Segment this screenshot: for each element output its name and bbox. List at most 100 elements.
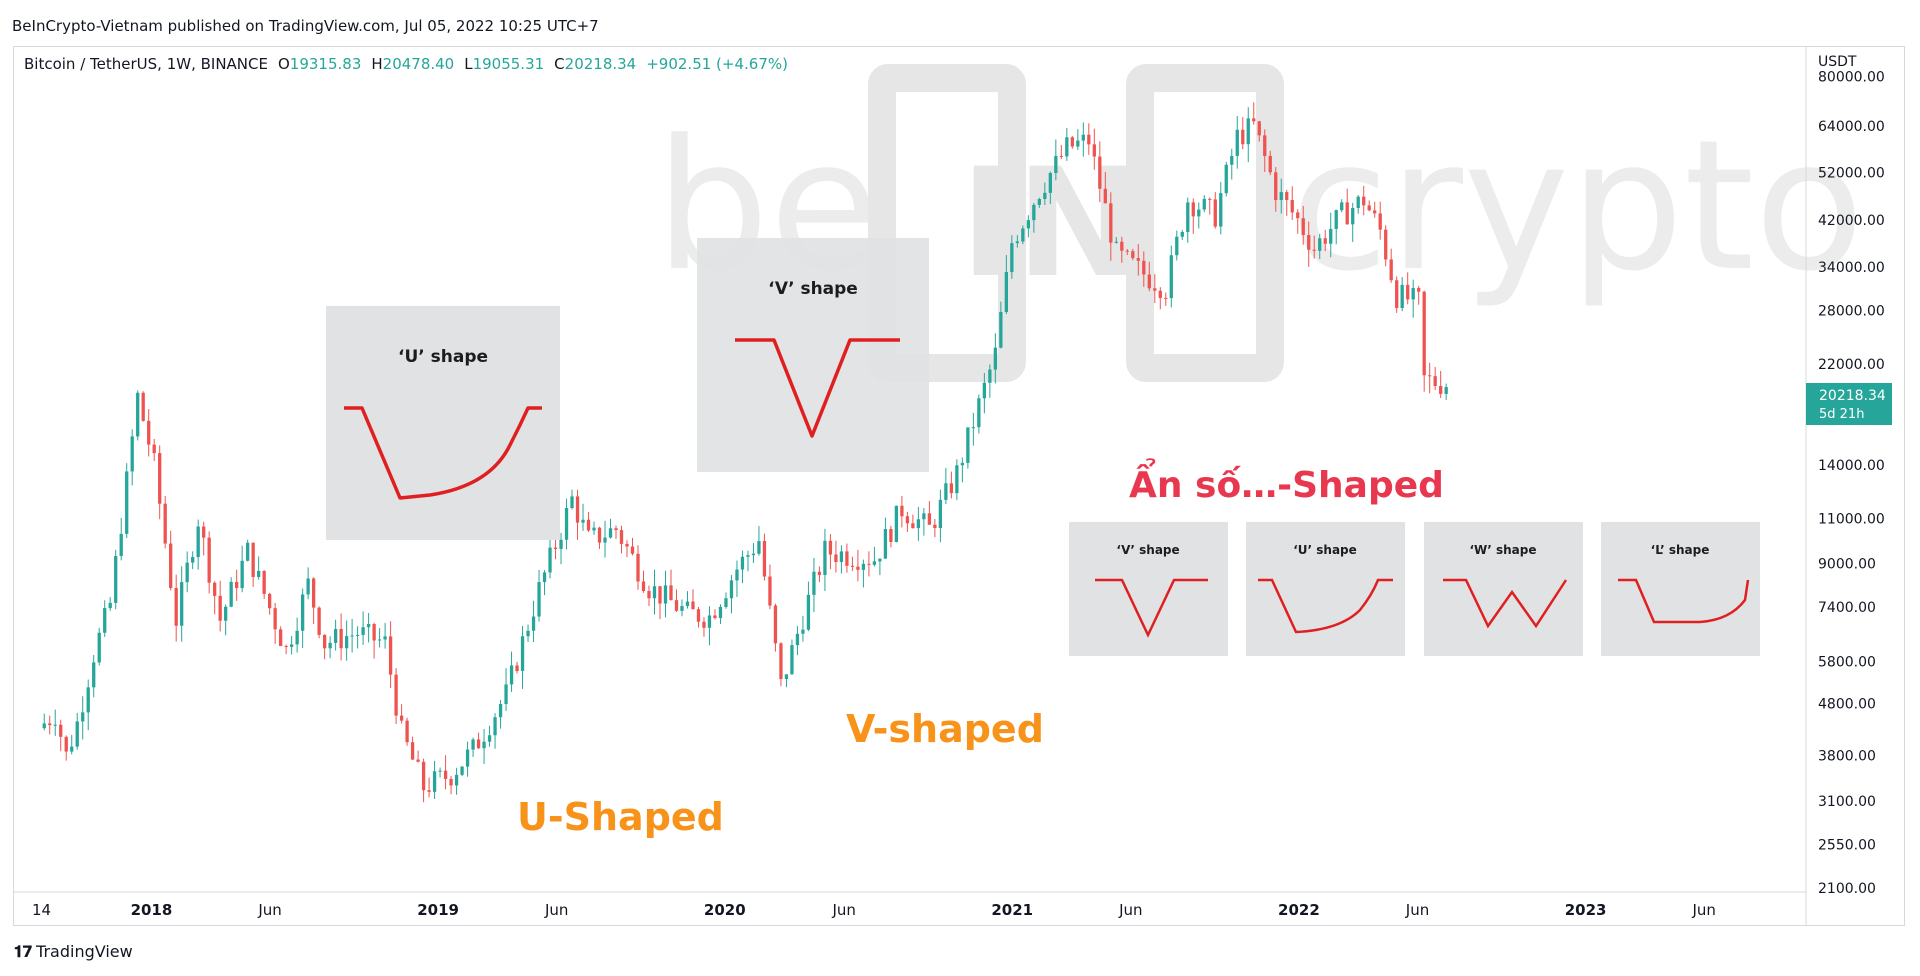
- candle-body: [339, 628, 343, 649]
- high-value: 20478.40: [382, 55, 455, 73]
- candle-body: [531, 616, 536, 631]
- inset-v-large: ‘V’ shape: [697, 238, 929, 472]
- candle-body: [889, 529, 893, 542]
- inset-u-large: ‘U’ shape: [326, 306, 560, 540]
- candle-body: [614, 528, 618, 531]
- candle-body: [48, 723, 52, 726]
- candle-body: [333, 628, 338, 643]
- candle-body: [438, 770, 442, 772]
- candle-body: [75, 721, 79, 747]
- candle-body: [152, 444, 156, 454]
- candle-body: [784, 674, 789, 680]
- x-tick-label: Jun: [544, 901, 568, 919]
- candle-body: [191, 557, 195, 563]
- candle-body: [1147, 274, 1151, 289]
- tradingview-logo[interactable]: 𝟏𝟳 TradingView: [14, 942, 133, 962]
- candle-body: [1389, 259, 1393, 281]
- candle-body: [608, 528, 613, 538]
- candle-body: [465, 749, 470, 767]
- candle-body: [1351, 207, 1355, 225]
- candle-body: [878, 558, 882, 562]
- candle-body: [982, 382, 987, 399]
- candle-body: [1235, 129, 1239, 156]
- candle-body: [81, 712, 85, 722]
- watermark-bracket-right: [1126, 64, 1284, 382]
- candle-body: [1241, 129, 1245, 145]
- candle-body: [839, 551, 844, 563]
- candle-body: [1307, 235, 1311, 250]
- candle-body: [1301, 218, 1305, 236]
- candle-body: [647, 591, 651, 599]
- x-tick-label: Jun: [1405, 901, 1429, 919]
- candle-body: [1197, 209, 1201, 217]
- candle-body: [504, 684, 508, 704]
- candle-body: [625, 543, 629, 547]
- candle-body: [1021, 228, 1025, 242]
- candle-body: [773, 605, 778, 644]
- candle-body: [1180, 231, 1184, 237]
- candle-body: [1125, 250, 1129, 252]
- candle-body: [960, 462, 965, 466]
- candle-body: [185, 562, 189, 583]
- inset-u-large-title: ‘U’ shape: [398, 347, 488, 367]
- candle-body: [757, 541, 761, 554]
- candle-body: [1010, 243, 1014, 273]
- y-tick-label: 42000.00: [1818, 213, 1885, 229]
- candle-body: [399, 715, 404, 721]
- tradingview-logo-icon: 𝟏𝟳: [14, 942, 33, 961]
- candle-body: [1439, 386, 1443, 394]
- candle-body: [1323, 238, 1327, 244]
- candle-body: [1026, 220, 1030, 229]
- candle-body: [1202, 198, 1206, 210]
- candle-body: [790, 645, 794, 675]
- x-tick-label: Jun: [1691, 901, 1715, 919]
- candle-body: [97, 632, 101, 663]
- candle-body: [1290, 200, 1294, 213]
- candle-body: [476, 739, 481, 749]
- y-tick-label: 11000.00: [1818, 512, 1885, 528]
- candle-body: [955, 465, 959, 494]
- candle-body: [377, 639, 382, 641]
- inset-small-v-title: ‘V’ shape: [1116, 543, 1179, 557]
- candle-body: [1230, 155, 1234, 165]
- candle-body: [823, 540, 827, 576]
- candle-body: [729, 580, 734, 599]
- high-label: H: [371, 55, 383, 73]
- low-label: L: [464, 55, 473, 73]
- inset-small-u: ‘U’ shape: [1246, 522, 1405, 656]
- inset-small-l: ‘L’ shape: [1601, 522, 1760, 656]
- candle-body: [762, 541, 767, 577]
- symbol-label: Bitcoin / TetherUS, 1W, BINANCE: [24, 55, 268, 73]
- candle-body: [702, 621, 706, 628]
- candle-body: [1032, 204, 1036, 221]
- candle-body: [1400, 284, 1404, 309]
- candle-body: [966, 427, 970, 463]
- watermark-in: IN: [960, 137, 1141, 311]
- candle-body: [1428, 375, 1432, 377]
- candle-body: [691, 601, 695, 610]
- candle-body: [685, 601, 690, 607]
- candle-body: [856, 566, 860, 570]
- y-tick-label: 64000.00: [1818, 119, 1885, 135]
- candle-body: [751, 553, 756, 556]
- change-value: +902.51 (+4.67%): [646, 55, 788, 73]
- candle-body: [1257, 121, 1261, 136]
- candle-body: [119, 533, 123, 557]
- candle-body: [1142, 260, 1146, 275]
- candle-body: [1219, 193, 1223, 227]
- candle-body: [350, 635, 354, 637]
- candle-body: [366, 624, 371, 628]
- x-tick-label: Jun: [257, 901, 281, 919]
- candle-body: [1169, 255, 1173, 299]
- x-tick-label: 2022: [1278, 901, 1320, 919]
- candle-body: [251, 542, 255, 578]
- y-tick-label: 5800.00: [1818, 654, 1876, 670]
- candle-body: [603, 537, 607, 543]
- y-tick-label: 52000.00: [1818, 165, 1885, 181]
- candle-body: [460, 766, 464, 775]
- candle-body: [1433, 376, 1437, 387]
- candle-body: [246, 542, 250, 561]
- candle-body: [443, 770, 448, 779]
- watermark-crypto: crypto: [1290, 102, 1864, 311]
